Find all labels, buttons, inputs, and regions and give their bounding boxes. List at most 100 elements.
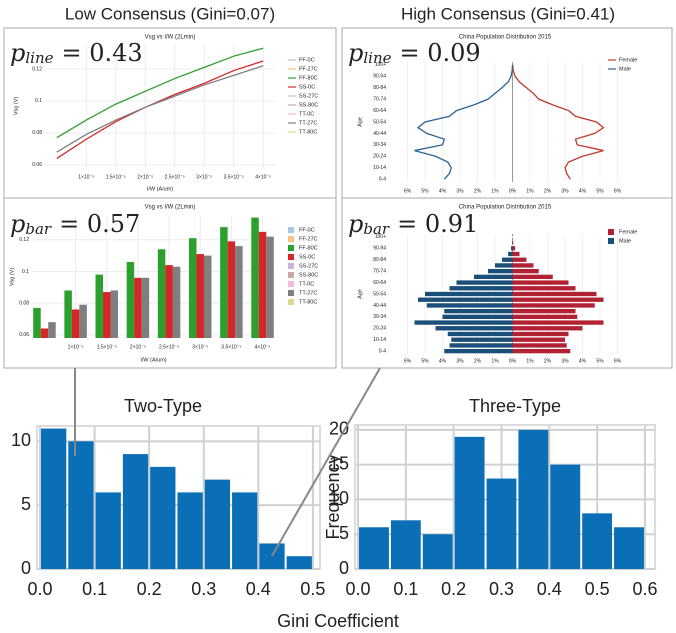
legend-swatch [288, 299, 294, 305]
bar [512, 331, 569, 337]
y-tick-label: 20-24 [373, 154, 386, 160]
legend-swatch [288, 272, 294, 278]
x-tick-label: 4×10⁻⁵ [255, 174, 271, 180]
bar [418, 297, 513, 302]
x-tick-label: 0.4 [246, 579, 271, 599]
annotation-text: = 0.43 [62, 39, 143, 67]
x-tick-label: 0.2 [441, 579, 466, 599]
y-tick-label: 100+ [375, 234, 386, 240]
bar [172, 266, 181, 338]
bar [512, 337, 565, 342]
y-tick-label: 0.1 [22, 269, 29, 275]
bar [220, 227, 228, 338]
y-tick-label: 10-14 [373, 165, 386, 171]
x-tick-label: 5% [596, 358, 604, 364]
y-tick-label: 100+ [375, 62, 386, 68]
y-tick-label: 80-84 [373, 257, 386, 263]
x-tick-label: 2×10⁻⁵ [130, 344, 146, 350]
legend-label: Female [619, 57, 637, 63]
chart-title: Three-Type [469, 396, 561, 416]
legend-label: SS-27C [299, 93, 318, 99]
x-tick-label: 3% [561, 188, 569, 194]
x-tick-label: 2% [474, 188, 482, 194]
x-tick-label: 6% [614, 188, 622, 194]
x-tick-label: 6% [404, 358, 412, 364]
x-tick-label: 3% [456, 358, 464, 364]
y-axis-label: Age [357, 289, 363, 299]
bar [426, 303, 513, 308]
y-tick-label: 0 [339, 558, 349, 578]
bar [95, 274, 104, 338]
x-tick-label: 6% [614, 358, 622, 364]
y-tick-label: 10 [11, 430, 31, 450]
bar [454, 436, 485, 569]
bar [512, 308, 576, 314]
chart-title: Vsg vs I/W (2Lmin) [145, 35, 196, 41]
y-tick-label: 0.12 [32, 66, 42, 72]
bar [122, 454, 149, 569]
series-line [512, 64, 605, 180]
bar [33, 307, 41, 338]
bar [442, 314, 513, 320]
bar [266, 236, 274, 338]
bar [614, 527, 644, 569]
bar [196, 254, 204, 338]
x-tick-label: 0.2 [137, 579, 162, 599]
bar [511, 246, 513, 251]
x-tick-label: 3% [456, 188, 464, 194]
bar [126, 261, 135, 338]
y-tick-label: 5 [21, 494, 31, 514]
bar [449, 343, 513, 348]
bar [150, 466, 176, 569]
y-tick-label: 90-94 [373, 74, 386, 80]
x-tick-label: 0.4 [537, 579, 562, 599]
x-tick-label: 0.0 [27, 579, 52, 599]
x-tick-label: 5% [596, 188, 604, 194]
y-tick-label: 0.12 [19, 237, 29, 243]
bar [286, 556, 312, 569]
bar [512, 274, 553, 280]
legend-label: FF-0C [299, 57, 315, 63]
annotation: pbar = 0.91 [348, 210, 478, 239]
x-tick-label: 3×10⁻⁵ [196, 174, 212, 180]
bar [110, 290, 119, 338]
connectors [74, 367, 381, 557]
chart-title: Two-Type [124, 396, 202, 416]
inset-frame [3, 27, 337, 199]
legend-label: FF-80C [299, 245, 318, 251]
y-tick-label: 20 [329, 419, 349, 439]
bar [488, 268, 513, 274]
legend-swatch [288, 245, 294, 251]
bar [512, 297, 604, 302]
annotation-symbol: p [348, 210, 363, 238]
chart-title: China Population Distribution 2015 [459, 35, 552, 41]
annotation-symbol: p [348, 39, 363, 67]
bar [41, 428, 67, 569]
x-tick-label: 4×10⁻⁵ [255, 344, 271, 350]
x-tick-label: 2% [474, 358, 482, 364]
y-tick-label: 5 [339, 523, 349, 543]
x-axis-label: I/W (A/um) [147, 186, 173, 192]
bar [444, 348, 513, 354]
bar [79, 304, 87, 338]
legend-swatch [608, 238, 614, 244]
bar [95, 492, 121, 569]
bar [227, 241, 236, 338]
bar [486, 478, 517, 569]
y-tick-label: 40-44 [373, 131, 386, 137]
x-tick-label: 0.5 [300, 579, 325, 599]
bar [40, 328, 49, 338]
chart-title: Vsg vs I/W (2Lmin) [145, 205, 196, 211]
legend-swatch [288, 263, 294, 269]
annotation-subscript: bar [363, 220, 390, 238]
y-tick-label: 0-4 [379, 176, 386, 182]
annotation-subscript: bar [25, 220, 52, 238]
bar [435, 326, 513, 331]
bar [512, 257, 527, 262]
y-tick-label: 40-44 [373, 303, 386, 309]
x-tick-label: 1% [491, 358, 499, 364]
x-tick-label: 1.5×10⁻⁵ [97, 344, 117, 350]
bar [188, 238, 197, 338]
bar [495, 263, 513, 268]
